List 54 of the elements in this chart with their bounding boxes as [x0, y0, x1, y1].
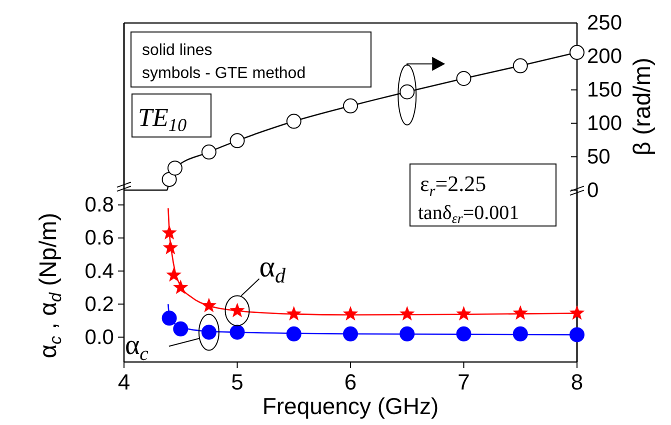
x-tick-label: 5 [231, 370, 244, 395]
y2-tick-label: 50 [587, 145, 610, 168]
y-tick-label: 0.8 [84, 194, 114, 217]
annotation: ε$_{r}$=2.25 [420, 171, 486, 200]
annotation: α$_{d}$ [259, 250, 286, 288]
point [512, 305, 528, 320]
point [343, 98, 358, 114]
point [570, 327, 584, 342]
point [286, 114, 302, 129]
point [342, 306, 358, 321]
point [400, 326, 415, 342]
point [569, 305, 585, 320]
y2-tick-label: 250 [587, 12, 622, 35]
y2-tick-label: 150 [587, 78, 622, 102]
point [512, 58, 528, 74]
x-tick-label: 6 [344, 370, 357, 395]
annotation: symbols - GTE method [142, 65, 306, 82]
point [162, 172, 177, 187]
annotation: tanδ$_{εr}$=0.001 [418, 202, 520, 228]
point [166, 267, 182, 282]
x-tick-label: 7 [458, 370, 470, 395]
point [230, 133, 245, 148]
point [286, 306, 302, 321]
y2-axis-title: β (rad/m) [629, 58, 656, 156]
y-tick-label: 0.0 [84, 326, 114, 349]
point [173, 321, 188, 336]
point [201, 298, 217, 312]
point [162, 225, 177, 240]
point [456, 326, 472, 342]
x-axis-title: Frequency (GHz) [262, 393, 439, 419]
point [230, 324, 245, 340]
y2-tick-label: 0 [587, 178, 599, 202]
y-tick-label: 0.4 [84, 260, 114, 283]
point [570, 44, 584, 60]
point [162, 240, 178, 254]
point [162, 310, 177, 326]
point [286, 326, 302, 342]
point [456, 70, 472, 86]
point [201, 144, 216, 160]
point [512, 326, 528, 342]
x-tick-label: 8 [570, 370, 584, 395]
annotation: TE$_{10}$ [138, 103, 187, 136]
y2-tick-label: 100 [587, 112, 622, 136]
y2-tick-label: 200 [587, 45, 622, 68]
y-tick-label: 0.2 [84, 292, 114, 316]
annotation: α$_{c}$ [124, 330, 149, 366]
y-tick-label: 0.6 [84, 226, 114, 250]
point [167, 160, 182, 176]
x-tick-label: 4 [118, 370, 130, 395]
point [400, 306, 415, 321]
point [343, 326, 358, 342]
point [456, 306, 472, 321]
annotation: solid lines [142, 42, 212, 59]
point [173, 280, 188, 294]
